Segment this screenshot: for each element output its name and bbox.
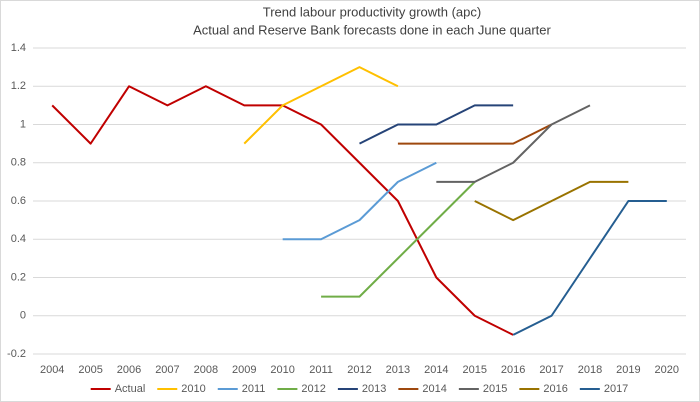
x-tick-label: 2012 xyxy=(347,364,371,376)
legend-label: 2013 xyxy=(362,383,386,395)
x-tick-label: 2009 xyxy=(232,364,256,376)
x-tick-label: 2005 xyxy=(78,364,102,376)
y-tick-label: 0.6 xyxy=(11,195,26,207)
y-tick-label: 0.8 xyxy=(11,157,26,169)
legend-label: 2010 xyxy=(181,383,205,395)
y-tick-label: 0.4 xyxy=(11,233,26,245)
x-tick-label: 2018 xyxy=(578,364,602,376)
legend-label: 2015 xyxy=(483,383,507,395)
x-tick-label: 2006 xyxy=(117,364,141,376)
x-tick-label: 2019 xyxy=(616,364,640,376)
x-tick-label: 2007 xyxy=(155,364,179,376)
legend-label: 2017 xyxy=(604,383,628,395)
series-line xyxy=(436,104,591,183)
series-line xyxy=(243,66,399,145)
x-tick-label: 2013 xyxy=(386,364,410,376)
legend: Actual 2010 2011 2012 2013 2014 2015 2016 2017 xyxy=(90,383,628,395)
y-tick-label: 1 xyxy=(20,118,26,130)
x-tick-label: 2011 xyxy=(309,364,333,376)
chart-subtitle: Actual and Reserve Bank forecasts done i… xyxy=(193,22,551,37)
y-tick-label: 0.2 xyxy=(11,271,26,283)
legend-label: 2014 xyxy=(422,383,446,395)
series-line xyxy=(359,104,514,145)
series-line xyxy=(512,200,667,336)
x-tick-label: 2017 xyxy=(539,364,563,376)
x-tick-label: 2016 xyxy=(501,364,525,376)
x-tick-label: 2020 xyxy=(655,364,679,376)
x-tick-label: 2004 xyxy=(40,364,64,376)
series-line xyxy=(321,181,476,298)
series-line xyxy=(397,123,553,145)
x-tick-label: 2015 xyxy=(462,364,486,376)
legend-label: 2011 xyxy=(242,383,266,395)
x-tick-label: 2008 xyxy=(194,364,218,376)
y-tick-label: 0 xyxy=(20,310,26,322)
x-tick-label: 2014 xyxy=(424,364,448,376)
legend-label: Actual xyxy=(115,383,146,395)
legend-label: 2016 xyxy=(543,383,567,395)
series-line xyxy=(474,180,629,222)
y-tick-label: 1.2 xyxy=(11,80,26,92)
series-line xyxy=(282,161,437,241)
y-tick-label: 1.4 xyxy=(11,42,26,54)
y-tick-label: -0.2 xyxy=(7,348,26,360)
chart-title: Trend labour productivity growth (apc) xyxy=(263,4,481,19)
x-tick-label: 2010 xyxy=(270,364,294,376)
legend-label: 2012 xyxy=(301,383,325,395)
